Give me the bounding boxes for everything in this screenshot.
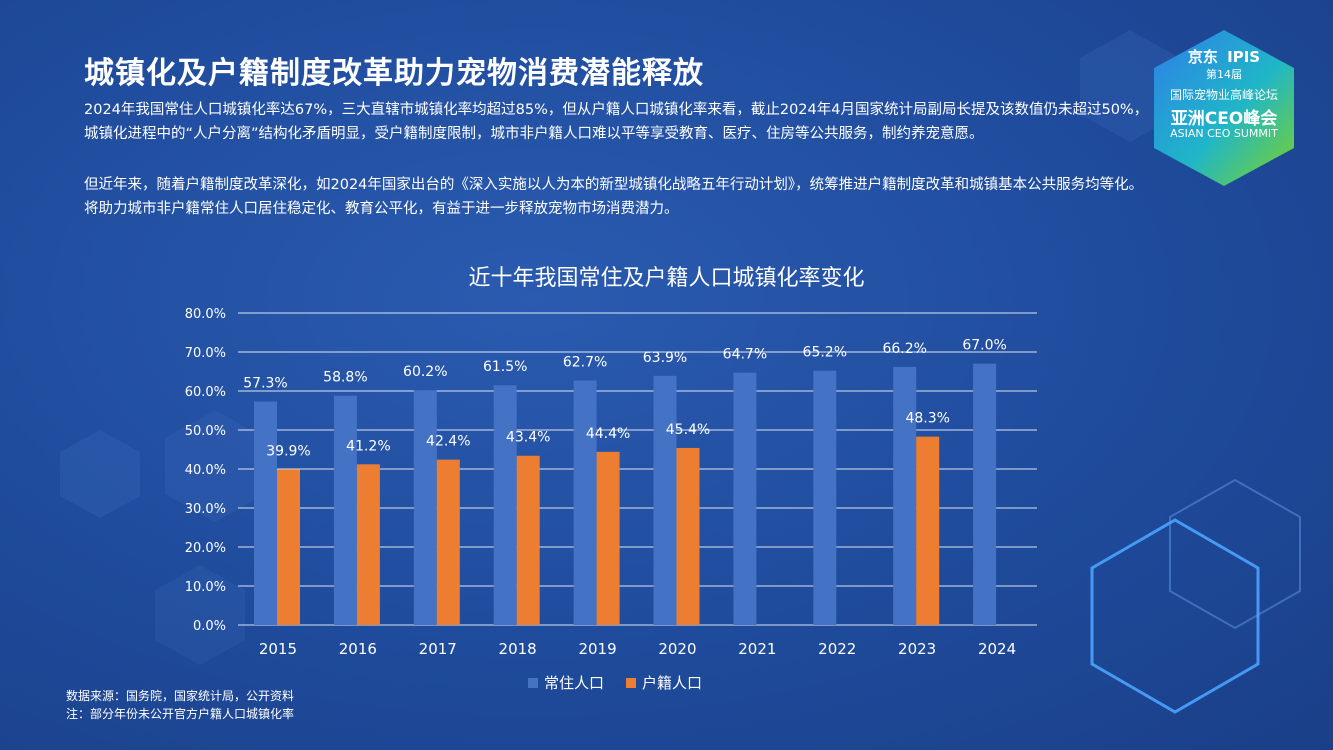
bar-常住人口 [973, 363, 997, 625]
bar-常住人口 [813, 370, 837, 625]
x-tick-label: 2018 [499, 640, 537, 658]
x-tick-label: 2015 [259, 640, 297, 658]
x-tick-label: 2016 [339, 640, 377, 658]
data-label: 60.2% [403, 364, 447, 380]
data-label: 66.2% [882, 341, 926, 357]
data-label: 62.7% [563, 354, 607, 370]
data-label: 57.3% [243, 376, 287, 392]
x-tick-label: 2017 [419, 640, 457, 658]
logo-hexagon-icon [1154, 30, 1294, 186]
y-tick-label: 10.0% [185, 580, 226, 595]
bar-常住人口 [573, 380, 597, 625]
body-paragraph-2: 但近年来，随着户籍制度改革深化，如2024年国家出台的《深入实施以人为本的新型城… [84, 177, 1144, 217]
bar-户籍人口 [436, 459, 460, 625]
data-label: 39.9% [266, 443, 310, 459]
y-tick-label: 70.0% [185, 346, 226, 361]
bar-常住人口 [333, 395, 357, 625]
bar-常住人口 [413, 390, 437, 625]
y-tick-label: 40.0% [185, 463, 226, 478]
bar-常住人口 [493, 385, 517, 625]
data-label: 64.7% [723, 347, 767, 363]
data-label: 43.4% [506, 430, 550, 446]
data-label: 41.2% [346, 438, 390, 454]
logo-name-cn: 亚洲CEO峰会 [1170, 109, 1278, 129]
legend-swatch [528, 678, 538, 688]
data-label: 61.5% [483, 359, 527, 375]
bar-户籍人口 [916, 436, 940, 625]
x-tick-label: 2020 [658, 640, 696, 658]
x-tick-label: 2021 [738, 640, 776, 658]
logo-forum: 国际宠物业高峰论坛 [1169, 88, 1278, 102]
legend-swatch [626, 678, 636, 688]
footnote: 注：部分年份未公开官方户籍人口城镇化率 [66, 707, 295, 721]
data-source-note: 数据来源：国务院，国家统计局，公开资料 [66, 689, 295, 703]
y-tick-label: 60.0% [185, 385, 226, 400]
data-label: 65.2% [803, 345, 847, 361]
x-tick-label: 2022 [818, 640, 856, 658]
bar-户籍人口 [596, 451, 620, 625]
legend-label: 户籍人口 [642, 674, 702, 692]
data-label: 45.4% [666, 422, 710, 438]
x-tick-label: 2023 [898, 640, 936, 658]
data-label: 67.0% [962, 338, 1006, 354]
bar-户籍人口 [676, 447, 700, 625]
y-tick-label: 50.0% [185, 424, 226, 439]
data-label: 44.4% [586, 426, 630, 442]
legend-label: 常住人口 [544, 674, 604, 692]
y-tick-label: 80.0% [185, 307, 226, 322]
body-paragraph-1: 2024年我国常住人口城镇化率达67%，三大直辖市城镇化率均超过85%，但从户籍… [84, 102, 1149, 142]
y-tick-label: 30.0% [185, 502, 226, 517]
bar-常住人口 [733, 372, 757, 625]
logo-brand: 京东 IPIS [1187, 48, 1261, 66]
data-label: 42.4% [426, 434, 470, 450]
x-tick-label: 2019 [578, 640, 616, 658]
x-tick-label: 2024 [978, 640, 1016, 658]
bar-户籍人口 [277, 469, 300, 625]
page-title: 城镇化及户籍制度改革助力宠物消费潜能释放 [84, 56, 704, 91]
data-label: 63.9% [643, 350, 687, 366]
bar-户籍人口 [356, 464, 380, 625]
data-label: 58.8% [323, 370, 367, 386]
summit-logo: 京东 IPIS 第14届 国际宠物业高峰论坛 亚洲CEO峰会 ASIAN CEO… [1150, 28, 1298, 188]
data-label: 48.3% [905, 411, 949, 427]
bar-户籍人口 [516, 455, 540, 625]
bar-常住人口 [893, 366, 917, 625]
bar-常住人口 [254, 401, 277, 625]
logo-session: 第14届 [1206, 68, 1242, 81]
logo-name-en: ASIAN CEO SUMMIT [1170, 127, 1278, 140]
y-tick-label: 20.0% [185, 541, 226, 556]
bar-常住人口 [653, 375, 677, 625]
y-tick-label: 0.0% [193, 619, 226, 634]
chart-title: 近十年我国常住及户籍人口城镇化率变化 [468, 266, 865, 291]
